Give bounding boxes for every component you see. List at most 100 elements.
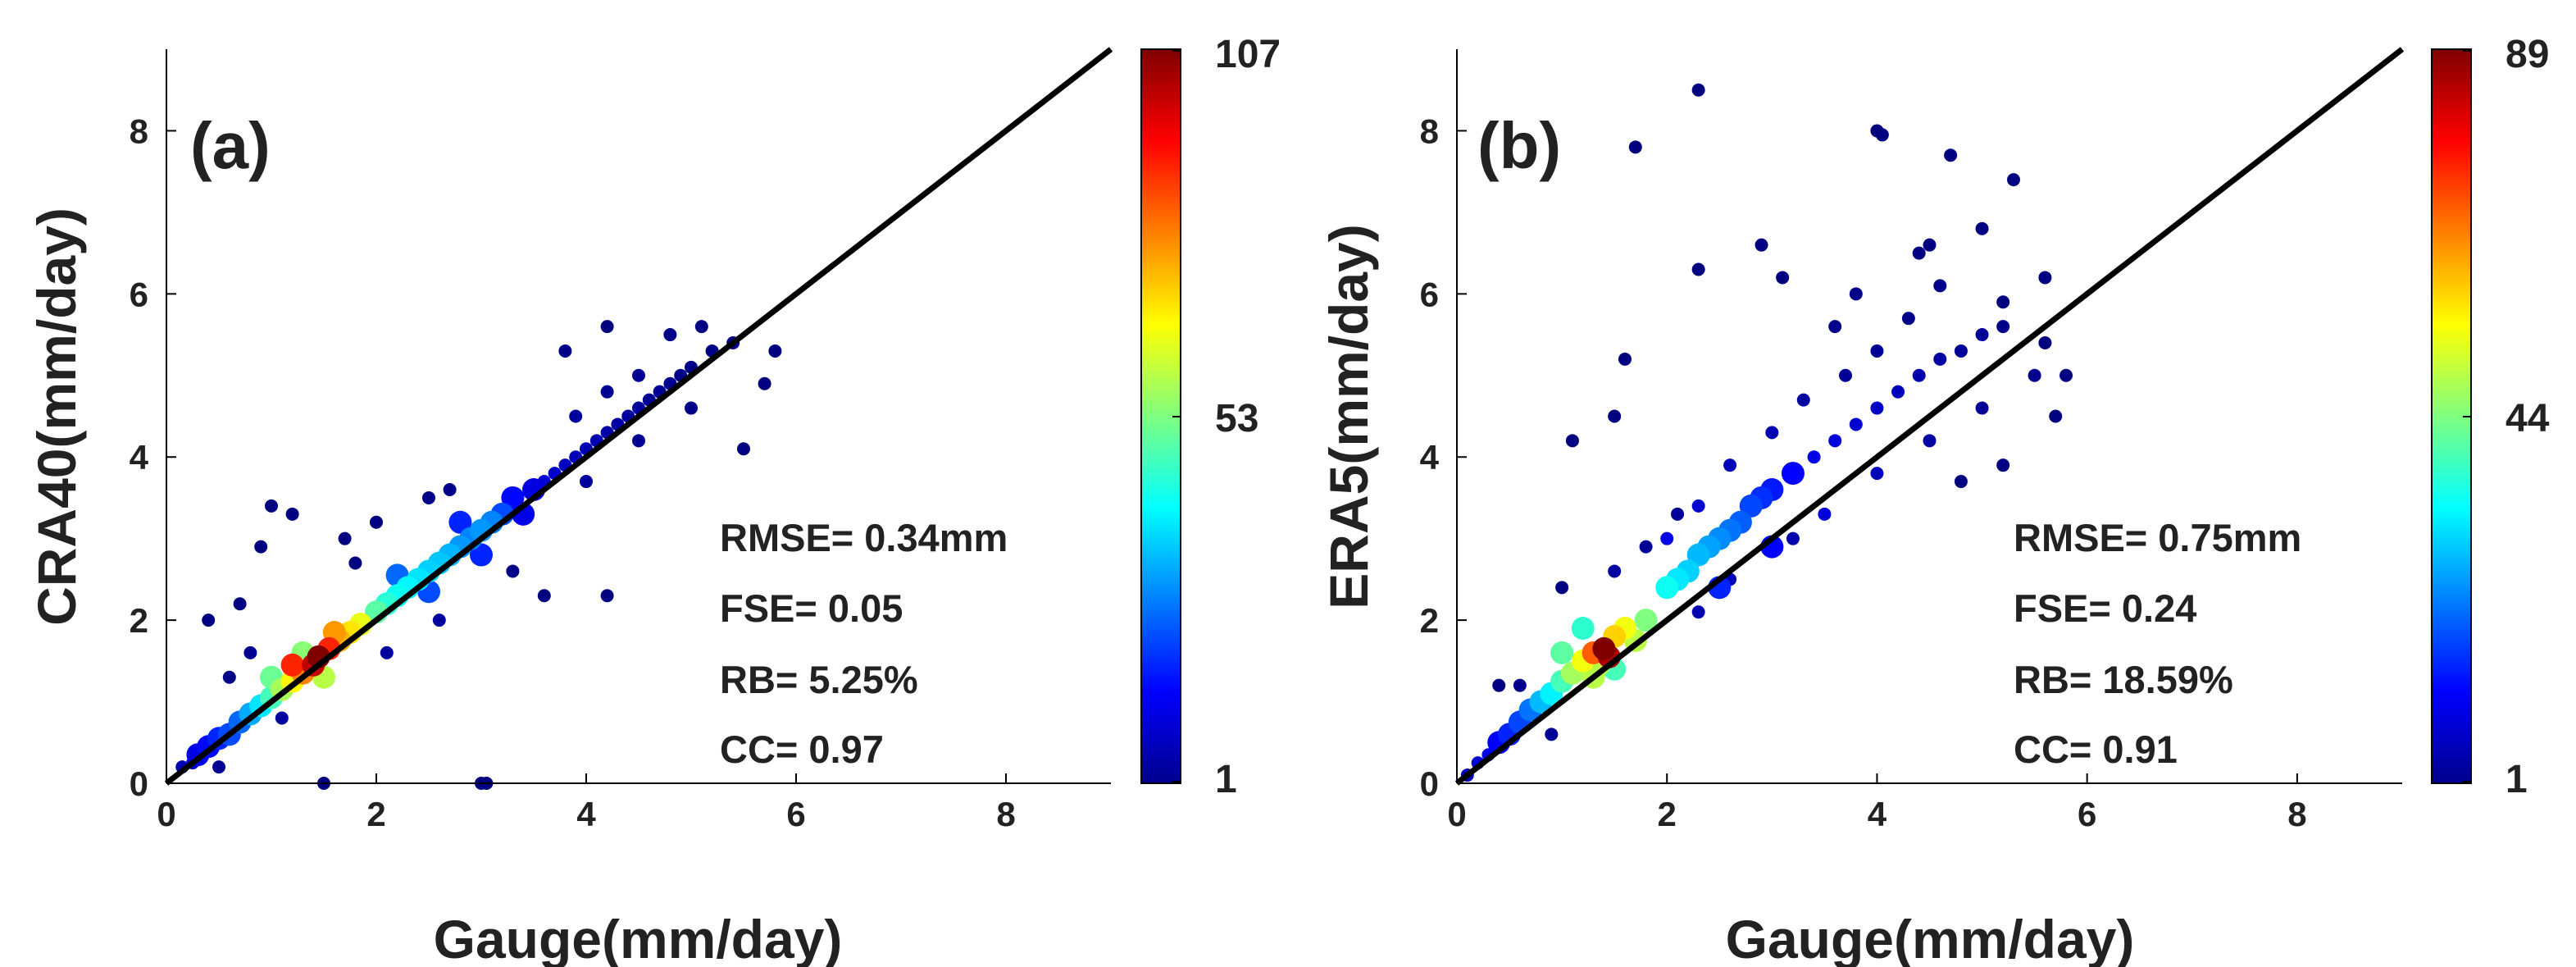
panel-b-point [1944,148,1958,162]
panel-b-x-tick-label: 8 [2287,795,2306,833]
panel-a-point [580,475,593,489]
panel-b-x-axis: 0 2 4 6 8 [1447,773,2402,833]
panel-b-x-label: Gauge(mm/day) [1726,909,2135,967]
panel-b-point [1571,617,1595,641]
panel-a-point [632,368,645,382]
panel-b-point [1796,393,1810,407]
panel-a-stats: RMSE= 0.34mm FSE= 0.05 RB= 5.25% CC= 0.9… [720,516,1008,771]
panel-b-point [2006,173,2020,187]
panel-b-stat-rb: RB= 18.59% [2014,658,2233,701]
panel-b-point [1655,576,1679,600]
panel-b-point [1691,605,1705,619]
panel-a-point [432,613,446,627]
panel-b-point [1691,499,1705,513]
panel-b-point [1975,401,1989,415]
panel-a-y-tick-label: 4 [130,438,149,477]
panel-b-point [1739,494,1763,518]
panel-a-point [338,531,352,545]
panel-a-x-tick-label: 6 [786,795,805,833]
panel-b-point [1923,434,1937,448]
panel-a-point [663,328,677,342]
panel-a-point [558,344,572,358]
panel-a-label: (a) [190,109,271,182]
panel-b-stat-cc: CC= 0.91 [2014,728,2178,771]
panel-b-point [1755,238,1768,252]
panel-b-y-tick-label: 0 [1420,764,1439,803]
panel-a-point [694,320,708,334]
panel-b-y-tick-label: 6 [1420,275,1439,313]
panel-a-point [370,515,383,529]
panel-b-point [1996,320,2010,334]
panel-b-point [1786,531,1800,545]
panel-a-x-tick-label: 2 [366,795,385,833]
panel-a-point [600,385,614,399]
panel-b-y-label: ERA5(mm/day) [1318,224,1379,609]
panel-a-point [632,434,645,448]
panel-b-point [1639,540,1653,554]
panel-b-point [1608,564,1622,578]
panel-a-point [737,442,750,456]
panel-b-point [1686,543,1710,567]
panel-b-colorbar-min-label: 1 [2505,758,2528,801]
panel-b-point [1545,728,1559,741]
panel-a-point [380,645,394,659]
panel-b-point [1954,344,1968,358]
panel-b-x-tick-label: 2 [1658,795,1677,833]
panel-b-point [1660,531,1674,545]
panel-b-y-axis: 0 2 4 6 8 [1420,49,1467,803]
panel-a-point [443,483,457,496]
panel-a-point [275,711,289,725]
panel-b-point [1807,450,1821,464]
panel-a-y-axis: 0 2 4 6 8 [130,49,176,803]
panel-b-point [1839,368,1853,382]
panel-b-y-tick-label: 4 [1420,438,1440,477]
panel-b-point [1691,262,1705,276]
panel-b-colorbar: 89 44 1 [2431,33,2550,801]
panel-b-label: (b) [1477,109,1561,182]
panel-a-point [265,499,278,513]
panel-b-point [1870,467,1884,481]
panel-b-colorbar-max-label: 89 [2505,33,2549,76]
panel-a-y-tick-label: 8 [130,112,148,150]
panel-b-point [1870,344,1884,358]
panel-b-point [1901,312,1915,326]
panel-b: ERA5(mm/day) 0 2 4 6 8 0 2 4 6 8 Gauge(mm/day) (… [1318,33,2550,967]
panel-b-point [1996,458,2010,472]
panel-a-y-label: CRA40(mm/day) [26,208,87,626]
panel-b-point [1513,678,1527,692]
panel-a-point [243,645,257,659]
panel-b-point [1849,287,1863,301]
panel-a-point [600,320,614,334]
panel-a-colorbar-min-label: 1 [1215,758,1237,801]
panel-b-x-tick-label: 4 [1868,795,1887,833]
panel-b-point [1592,636,1616,660]
panel-b-point [1975,221,1989,235]
panel-a-point [758,376,771,390]
panel-b-point [1975,328,1989,342]
panel-a-x-tick-label: 4 [576,795,596,833]
panel-b-point [1954,475,1968,489]
panel-b-point [2038,336,2052,349]
panel-b-point [1849,417,1863,431]
panel-a-stat-cc: CC= 0.97 [720,728,884,771]
panel-a-stat-fse: FSE= 0.05 [720,586,903,630]
panel-a-point [280,653,304,677]
panel-b-point [1691,83,1705,97]
panel-a-colorbar: 107 53 1 [1140,33,1281,801]
panel-a-point [285,507,299,521]
panel-b-x-tick-label: 0 [1447,795,1466,833]
panel-a-x-label: Gauge(mm/day) [434,909,843,967]
panel-a-point [506,564,520,578]
panel-b-point [1933,352,1947,366]
panel-a-point [222,670,236,684]
panel-b-point [1891,385,1905,399]
panel-a-x-axis: 0 2 4 6 8 [157,773,1111,833]
panel-b-point [1492,678,1506,692]
panel-a-x-tick-label: 8 [996,795,1015,833]
panel-a-point [768,344,782,358]
panel-b-reference-line [1454,47,2405,786]
panel-b-point [1565,434,1579,448]
panel-a-point [470,543,493,567]
panel-a-point [348,556,362,570]
